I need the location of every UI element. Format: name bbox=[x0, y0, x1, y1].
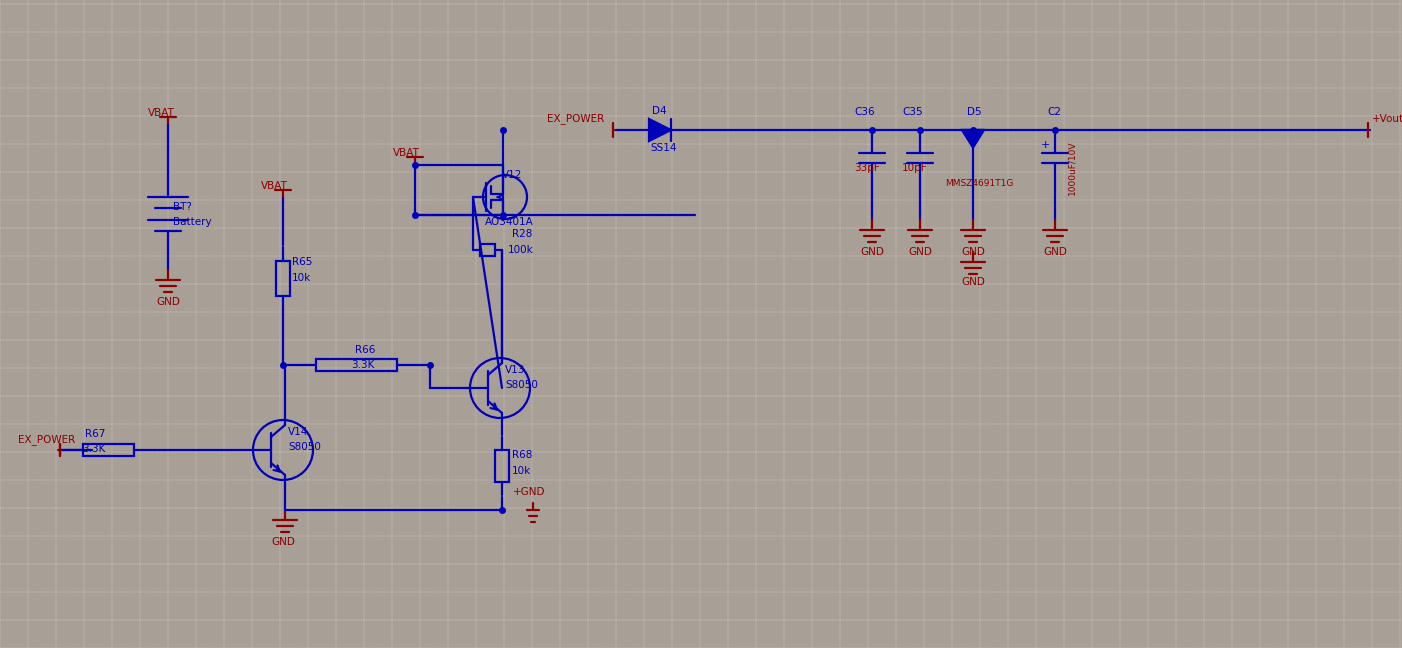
Text: EX_POWER: EX_POWER bbox=[18, 435, 76, 445]
Text: R65: R65 bbox=[292, 257, 313, 267]
Text: GND: GND bbox=[960, 277, 984, 287]
Bar bbox=[276, 261, 290, 296]
Text: S8050: S8050 bbox=[505, 380, 538, 390]
Text: VBAT: VBAT bbox=[261, 181, 287, 191]
Text: 3.3K: 3.3K bbox=[350, 360, 374, 370]
Text: 1000uF/10V: 1000uF/10V bbox=[1067, 141, 1075, 195]
Text: SS14: SS14 bbox=[651, 143, 677, 153]
Polygon shape bbox=[962, 130, 984, 148]
Text: +: + bbox=[1042, 141, 1050, 150]
Text: EX_POWER: EX_POWER bbox=[547, 113, 604, 124]
Text: R28: R28 bbox=[512, 229, 533, 239]
Text: GND: GND bbox=[156, 297, 179, 307]
Text: VBAT: VBAT bbox=[149, 108, 175, 118]
Bar bbox=[315, 359, 397, 371]
Text: +Vout: +Vout bbox=[1373, 114, 1402, 124]
Text: GND: GND bbox=[908, 247, 932, 257]
Text: 100k: 100k bbox=[508, 245, 534, 255]
Text: MMSZ4691T1G: MMSZ4691T1G bbox=[945, 178, 1014, 187]
Text: GND: GND bbox=[271, 537, 294, 547]
Bar bbox=[495, 450, 509, 482]
Text: V12: V12 bbox=[502, 170, 523, 180]
Text: 33pF: 33pF bbox=[854, 163, 879, 173]
Text: GND: GND bbox=[859, 247, 883, 257]
Text: C35: C35 bbox=[901, 107, 923, 117]
Text: AO3401A: AO3401A bbox=[485, 217, 534, 227]
Text: BT?: BT? bbox=[172, 202, 192, 212]
Text: VBAT: VBAT bbox=[393, 148, 419, 158]
Text: C2: C2 bbox=[1047, 107, 1061, 117]
Text: R66: R66 bbox=[355, 345, 376, 355]
Text: 10pF: 10pF bbox=[901, 163, 928, 173]
Bar bbox=[83, 444, 135, 456]
Text: +GND: +GND bbox=[513, 487, 545, 497]
Text: V14: V14 bbox=[287, 427, 308, 437]
Text: GND: GND bbox=[1043, 247, 1067, 257]
Text: D4: D4 bbox=[652, 106, 666, 116]
Bar bbox=[479, 244, 495, 256]
Text: V13: V13 bbox=[505, 365, 526, 375]
Polygon shape bbox=[649, 119, 672, 141]
Text: 10k: 10k bbox=[292, 273, 311, 283]
Text: 3.3K: 3.3K bbox=[81, 444, 105, 454]
Text: GND: GND bbox=[960, 247, 984, 257]
Text: R67: R67 bbox=[86, 429, 105, 439]
Text: Battery: Battery bbox=[172, 217, 212, 227]
Text: 10k: 10k bbox=[512, 466, 531, 476]
Text: S8050: S8050 bbox=[287, 442, 321, 452]
Text: R68: R68 bbox=[512, 450, 533, 460]
Text: C36: C36 bbox=[854, 107, 875, 117]
Text: D5: D5 bbox=[967, 107, 981, 117]
